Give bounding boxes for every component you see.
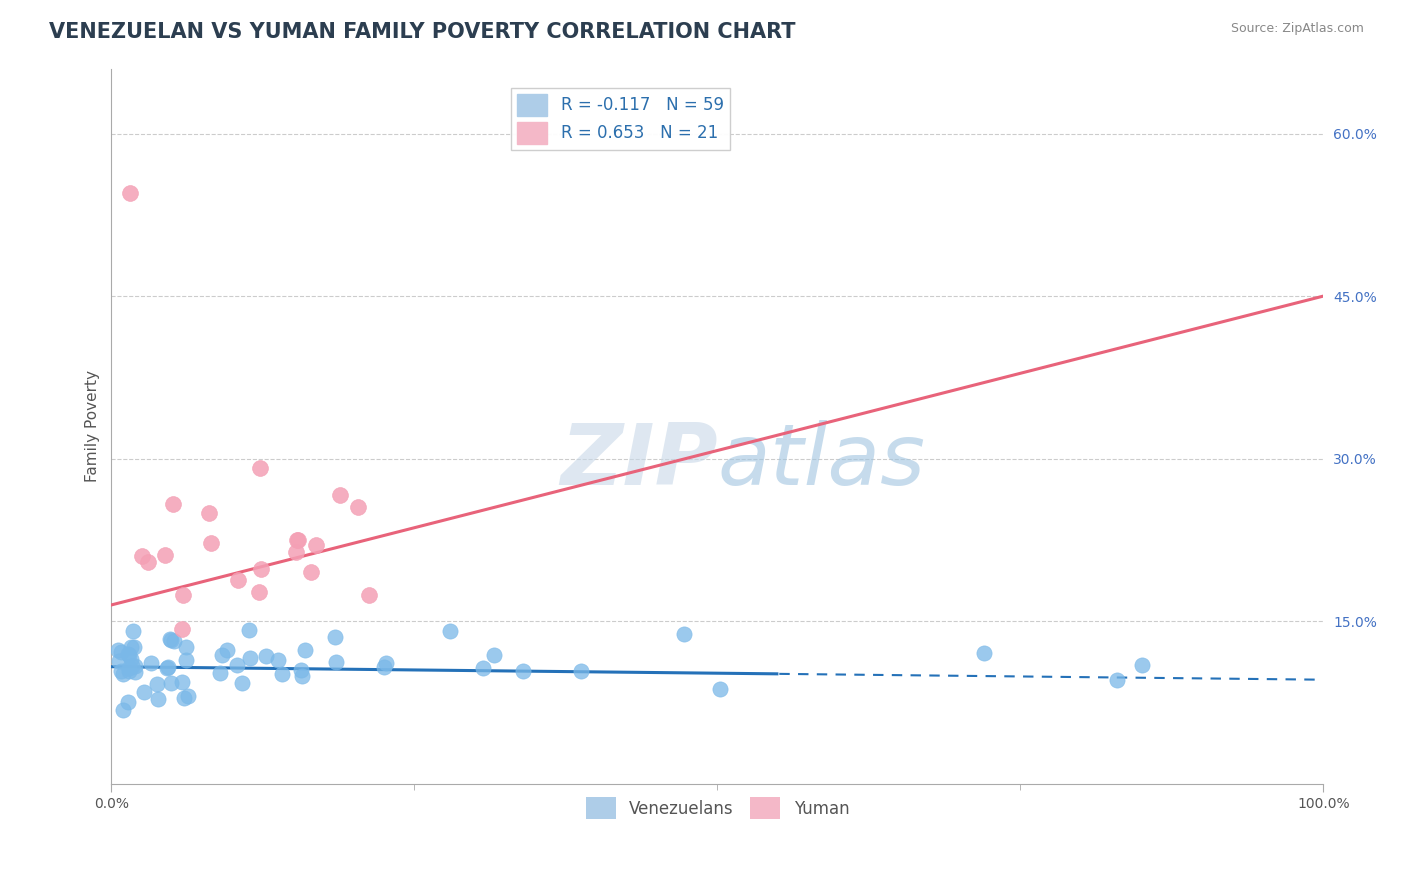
Point [118,664,141,678]
Point [174,640,197,654]
Point [373,660,395,674]
Point [250,562,273,576]
Text: VENEZUELAN VS YUMAN FAMILY POVERTY CORRELATION CHART: VENEZUELAN VS YUMAN FAMILY POVERTY CORRE… [49,22,796,42]
Point [159,632,181,646]
Point [174,653,197,667]
Point [124,640,146,654]
Point [512,665,534,679]
Text: ZIP: ZIP [560,420,717,503]
Point [131,549,153,564]
Point [146,676,169,690]
Point [118,661,141,675]
Point [141,656,163,670]
Point [156,661,179,675]
Point [482,648,505,663]
Point [1130,658,1153,673]
Text: Source: ZipAtlas.com: Source: ZipAtlas.com [1230,22,1364,36]
Point [110,664,132,678]
Point [172,622,194,636]
Point [375,656,398,670]
Point [294,643,316,657]
Point [172,674,194,689]
Point [112,667,135,681]
Point [132,685,155,699]
Point [325,655,347,669]
Point [346,500,368,514]
Y-axis label: Family Poverty: Family Poverty [86,370,100,483]
Point [120,640,142,655]
Point [231,675,253,690]
Point [136,555,159,569]
Point [153,548,176,562]
Point [124,658,146,673]
Point [709,681,731,696]
Point [267,653,290,667]
Point [247,584,270,599]
Point [118,186,141,201]
Point [238,623,260,637]
Point [118,648,141,662]
Point [173,690,195,705]
Point [226,657,249,672]
Point [121,659,143,673]
Point [471,661,494,675]
Point [285,545,308,559]
Point [177,689,200,703]
Point [228,573,250,587]
Point [157,660,180,674]
Point [122,624,145,638]
Point [211,648,233,663]
Point [172,588,194,602]
Point [111,703,134,717]
Legend: Venezuelans, Yuman: Venezuelans, Yuman [579,790,856,825]
Point [239,651,262,665]
Point [148,692,170,706]
Point [117,647,139,661]
Point [107,643,129,657]
Point [329,488,352,502]
Point [299,566,322,580]
Point [249,460,271,475]
Point [208,665,231,680]
Point [287,533,309,548]
Point [124,665,146,679]
Point [569,664,592,678]
Point [439,624,461,639]
Point [217,643,239,657]
Point [159,675,181,690]
Point [271,666,294,681]
Point [108,654,131,668]
Point [200,536,222,550]
Point [305,538,328,552]
Point [973,647,995,661]
Point [254,648,277,663]
Point [120,652,142,666]
Point [672,627,695,641]
Point [162,497,184,511]
Point [290,663,312,677]
Point [1107,673,1129,687]
Point [359,588,381,602]
Point [198,506,221,520]
Text: atlas: atlas [717,420,925,503]
Point [117,695,139,709]
Point [110,645,132,659]
Point [325,630,347,644]
Point [160,633,183,648]
Point [285,533,308,547]
Point [291,669,314,683]
Point [163,634,186,648]
